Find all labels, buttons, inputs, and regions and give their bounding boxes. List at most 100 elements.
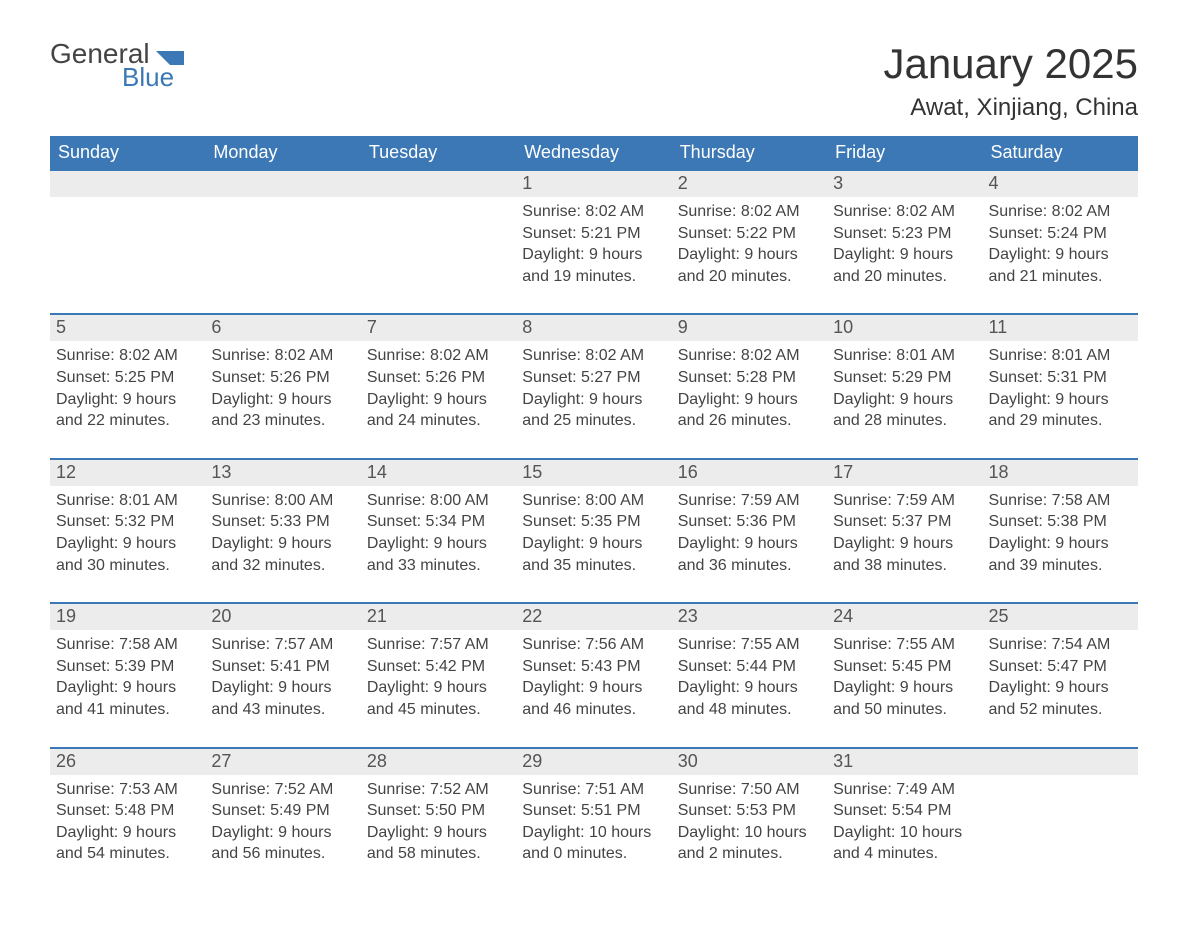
day-details: Sunrise: 7:49 AMSunset: 5:54 PMDaylight:… xyxy=(827,775,982,891)
day-details: Sunrise: 7:57 AMSunset: 5:42 PMDaylight:… xyxy=(361,630,516,746)
day-details: Sunrise: 7:56 AMSunset: 5:43 PMDaylight:… xyxy=(516,630,671,746)
month-title: January 2025 xyxy=(883,40,1138,88)
day-details: Sunrise: 7:50 AMSunset: 5:53 PMDaylight:… xyxy=(672,775,827,891)
calendar-cell: 17Sunrise: 7:59 AMSunset: 5:37 PMDayligh… xyxy=(827,459,982,603)
day-number xyxy=(983,749,1138,775)
weekday-header: Monday xyxy=(205,136,360,170)
calendar-cell: 4Sunrise: 8:02 AMSunset: 5:24 PMDaylight… xyxy=(983,170,1138,314)
calendar-cell: 18Sunrise: 7:58 AMSunset: 5:38 PMDayligh… xyxy=(983,459,1138,603)
calendar-cell: 15Sunrise: 8:00 AMSunset: 5:35 PMDayligh… xyxy=(516,459,671,603)
day-details: Sunrise: 7:55 AMSunset: 5:45 PMDaylight:… xyxy=(827,630,982,746)
calendar-cell: 8Sunrise: 8:02 AMSunset: 5:27 PMDaylight… xyxy=(516,314,671,458)
day-details: Sunrise: 8:02 AMSunset: 5:27 PMDaylight:… xyxy=(516,341,671,457)
day-number xyxy=(361,171,516,197)
day-details xyxy=(361,197,516,307)
header-row: General Blue January 2025 Awat, Xinjiang… xyxy=(50,40,1138,122)
location-subtitle: Awat, Xinjiang, China xyxy=(883,94,1138,122)
day-number: 7 xyxy=(361,315,516,341)
calendar-cell: 3Sunrise: 8:02 AMSunset: 5:23 PMDaylight… xyxy=(827,170,982,314)
day-number: 24 xyxy=(827,604,982,630)
day-details: Sunrise: 7:58 AMSunset: 5:38 PMDaylight:… xyxy=(983,486,1138,602)
day-details: Sunrise: 8:00 AMSunset: 5:34 PMDaylight:… xyxy=(361,486,516,602)
calendar-cell-empty xyxy=(50,170,205,314)
calendar-cell: 13Sunrise: 8:00 AMSunset: 5:33 PMDayligh… xyxy=(205,459,360,603)
day-details: Sunrise: 8:01 AMSunset: 5:31 PMDaylight:… xyxy=(983,341,1138,457)
calendar-cell: 11Sunrise: 8:01 AMSunset: 5:31 PMDayligh… xyxy=(983,314,1138,458)
logo: General Blue xyxy=(50,40,184,90)
day-number: 19 xyxy=(50,604,205,630)
calendar-cell: 7Sunrise: 8:02 AMSunset: 5:26 PMDaylight… xyxy=(361,314,516,458)
calendar-week-row: 12Sunrise: 8:01 AMSunset: 5:32 PMDayligh… xyxy=(50,459,1138,603)
calendar-cell: 10Sunrise: 8:01 AMSunset: 5:29 PMDayligh… xyxy=(827,314,982,458)
day-number: 8 xyxy=(516,315,671,341)
day-details: Sunrise: 8:02 AMSunset: 5:22 PMDaylight:… xyxy=(672,197,827,313)
calendar-cell-empty xyxy=(205,170,360,314)
day-number: 22 xyxy=(516,604,671,630)
calendar-cell: 20Sunrise: 7:57 AMSunset: 5:41 PMDayligh… xyxy=(205,603,360,747)
day-number: 6 xyxy=(205,315,360,341)
day-details: Sunrise: 8:02 AMSunset: 5:23 PMDaylight:… xyxy=(827,197,982,313)
day-details: Sunrise: 7:59 AMSunset: 5:37 PMDaylight:… xyxy=(827,486,982,602)
calendar-cell: 24Sunrise: 7:55 AMSunset: 5:45 PMDayligh… xyxy=(827,603,982,747)
calendar-cell: 9Sunrise: 8:02 AMSunset: 5:28 PMDaylight… xyxy=(672,314,827,458)
day-number: 1 xyxy=(516,171,671,197)
day-number: 16 xyxy=(672,460,827,486)
calendar-cell: 6Sunrise: 8:02 AMSunset: 5:26 PMDaylight… xyxy=(205,314,360,458)
day-details xyxy=(983,775,1138,885)
calendar-cell: 5Sunrise: 8:02 AMSunset: 5:25 PMDaylight… xyxy=(50,314,205,458)
day-number xyxy=(205,171,360,197)
day-number: 30 xyxy=(672,749,827,775)
day-details: Sunrise: 8:02 AMSunset: 5:21 PMDaylight:… xyxy=(516,197,671,313)
calendar-cell-empty xyxy=(361,170,516,314)
title-block: January 2025 Awat, Xinjiang, China xyxy=(883,40,1138,122)
day-details: Sunrise: 8:02 AMSunset: 5:26 PMDaylight:… xyxy=(361,341,516,457)
calendar-cell: 21Sunrise: 7:57 AMSunset: 5:42 PMDayligh… xyxy=(361,603,516,747)
calendar-cell: 25Sunrise: 7:54 AMSunset: 5:47 PMDayligh… xyxy=(983,603,1138,747)
day-number: 18 xyxy=(983,460,1138,486)
day-number: 4 xyxy=(983,171,1138,197)
day-number: 23 xyxy=(672,604,827,630)
calendar-cell: 23Sunrise: 7:55 AMSunset: 5:44 PMDayligh… xyxy=(672,603,827,747)
calendar-cell-empty xyxy=(983,748,1138,891)
day-number: 13 xyxy=(205,460,360,486)
day-details: Sunrise: 7:59 AMSunset: 5:36 PMDaylight:… xyxy=(672,486,827,602)
calendar-header: SundayMondayTuesdayWednesdayThursdayFrid… xyxy=(50,136,1138,170)
day-details: Sunrise: 7:52 AMSunset: 5:49 PMDaylight:… xyxy=(205,775,360,891)
day-details: Sunrise: 8:02 AMSunset: 5:24 PMDaylight:… xyxy=(983,197,1138,313)
weekday-header: Wednesday xyxy=(516,136,671,170)
calendar-cell: 31Sunrise: 7:49 AMSunset: 5:54 PMDayligh… xyxy=(827,748,982,891)
calendar-week-row: 1Sunrise: 8:02 AMSunset: 5:21 PMDaylight… xyxy=(50,170,1138,314)
day-details: Sunrise: 7:54 AMSunset: 5:47 PMDaylight:… xyxy=(983,630,1138,746)
day-details: Sunrise: 7:58 AMSunset: 5:39 PMDaylight:… xyxy=(50,630,205,746)
calendar-cell: 19Sunrise: 7:58 AMSunset: 5:39 PMDayligh… xyxy=(50,603,205,747)
day-details: Sunrise: 8:02 AMSunset: 5:26 PMDaylight:… xyxy=(205,341,360,457)
day-details: Sunrise: 8:01 AMSunset: 5:32 PMDaylight:… xyxy=(50,486,205,602)
weekday-header: Tuesday xyxy=(361,136,516,170)
day-number: 20 xyxy=(205,604,360,630)
calendar-cell: 2Sunrise: 8:02 AMSunset: 5:22 PMDaylight… xyxy=(672,170,827,314)
calendar-cell: 22Sunrise: 7:56 AMSunset: 5:43 PMDayligh… xyxy=(516,603,671,747)
day-details: Sunrise: 8:02 AMSunset: 5:28 PMDaylight:… xyxy=(672,341,827,457)
weekday-header: Thursday xyxy=(672,136,827,170)
day-number xyxy=(50,171,205,197)
day-details: Sunrise: 7:53 AMSunset: 5:48 PMDaylight:… xyxy=(50,775,205,891)
day-number: 5 xyxy=(50,315,205,341)
calendar-cell: 28Sunrise: 7:52 AMSunset: 5:50 PMDayligh… xyxy=(361,748,516,891)
day-number: 31 xyxy=(827,749,982,775)
day-number: 3 xyxy=(827,171,982,197)
weekday-header: Sunday xyxy=(50,136,205,170)
logo-flag-icon xyxy=(156,51,184,65)
day-details: Sunrise: 8:00 AMSunset: 5:35 PMDaylight:… xyxy=(516,486,671,602)
day-number: 28 xyxy=(361,749,516,775)
calendar-cell: 26Sunrise: 7:53 AMSunset: 5:48 PMDayligh… xyxy=(50,748,205,891)
day-number: 12 xyxy=(50,460,205,486)
day-details: Sunrise: 8:02 AMSunset: 5:25 PMDaylight:… xyxy=(50,341,205,457)
weekday-header: Saturday xyxy=(983,136,1138,170)
day-details xyxy=(205,197,360,307)
day-details: Sunrise: 7:52 AMSunset: 5:50 PMDaylight:… xyxy=(361,775,516,891)
day-number: 27 xyxy=(205,749,360,775)
day-number: 9 xyxy=(672,315,827,341)
calendar-week-row: 19Sunrise: 7:58 AMSunset: 5:39 PMDayligh… xyxy=(50,603,1138,747)
calendar-cell: 29Sunrise: 7:51 AMSunset: 5:51 PMDayligh… xyxy=(516,748,671,891)
calendar-cell: 12Sunrise: 8:01 AMSunset: 5:32 PMDayligh… xyxy=(50,459,205,603)
